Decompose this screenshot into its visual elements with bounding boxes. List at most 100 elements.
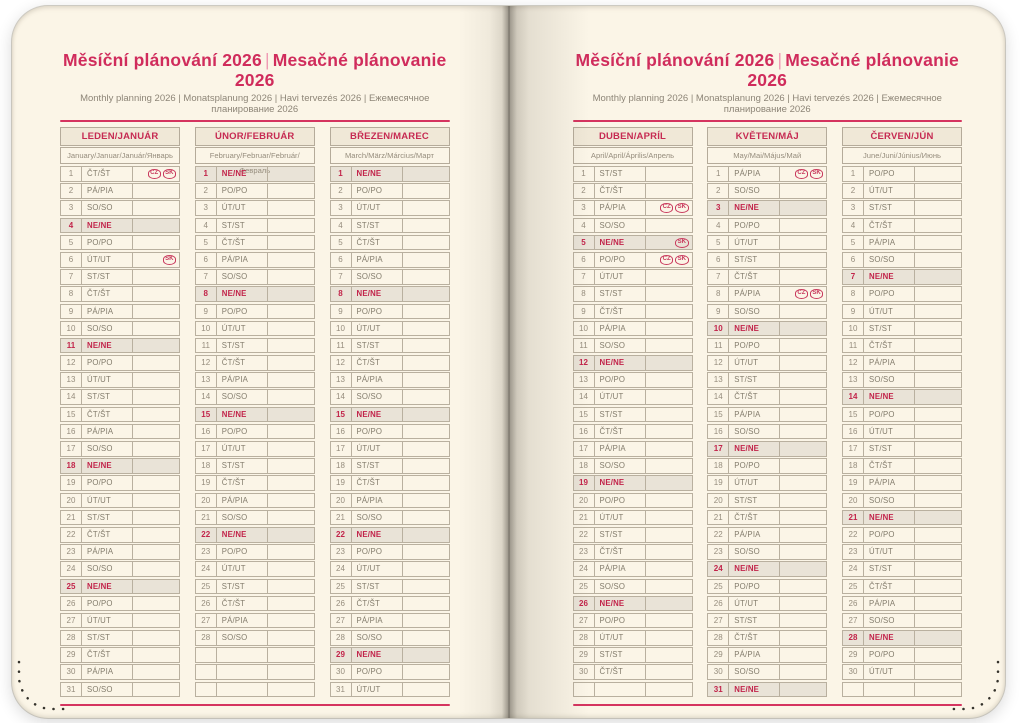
day-abbrev: PO/PO <box>352 184 403 198</box>
day-row: 18 ST/ST <box>329 458 450 474</box>
empty-row <box>194 681 315 698</box>
day-number: 5 <box>331 235 352 250</box>
day-note-cell <box>915 597 961 611</box>
day-row: 21 SO/SO <box>194 509 315 526</box>
day-number: 13 <box>708 373 730 387</box>
day-abbrev: PÁ/PIA <box>82 665 133 680</box>
day-abbrev: PO/PO <box>864 167 915 181</box>
day-abbrev: ÚT/UT <box>729 235 781 250</box>
day-abbrev: ÚT/UT <box>352 442 403 456</box>
day-number: 5 <box>574 235 595 250</box>
day-abbrev: SO/SO <box>864 493 915 508</box>
day-number: 6 <box>331 252 352 267</box>
day-number: 30 <box>574 665 595 680</box>
day-row: 31 SO/SO <box>60 681 180 698</box>
day-note-cell <box>133 201 179 215</box>
day-note-cell <box>403 305 449 319</box>
day-note-cell <box>915 614 961 628</box>
day-row: 10 PÁ/PIA <box>572 320 693 337</box>
day-number: 12 <box>708 356 730 370</box>
day-note-cell <box>780 683 826 697</box>
day-row: 14 SO/SO <box>329 389 450 406</box>
day-row: 20 SO/SO <box>842 492 962 509</box>
day-number: 15 <box>574 407 595 422</box>
day-abbrev: NE/NE <box>729 201 781 215</box>
day-note-cell: CZ SK <box>646 201 692 215</box>
empty-row <box>842 681 962 698</box>
day-number: 31 <box>708 682 730 697</box>
day-note-cell <box>403 614 449 628</box>
day-row: 28 SO/SO <box>329 630 450 646</box>
day-row: 18 SO/SO <box>572 458 693 474</box>
day-abbrev: NE/NE <box>595 476 646 490</box>
day-row: 22 NE/NE <box>194 526 315 543</box>
header-rule <box>572 120 962 122</box>
day-note-cell <box>268 494 314 508</box>
day-number: 29 <box>843 648 864 662</box>
month-name: ČERVEN/JÚN <box>842 127 962 146</box>
day-note-cell <box>915 322 961 336</box>
day-row: 20 ST/ST <box>707 492 828 509</box>
day-row: 16 SO/SO <box>707 423 828 440</box>
month-name: KVĚTEN/MÁJ <box>707 127 828 146</box>
day-number: 2 <box>574 184 595 198</box>
day-abbrev: PÁ/PIA <box>864 596 915 611</box>
day-row: 15 NE/NE <box>194 406 315 423</box>
day-abbrev: ČT/ŠT <box>595 304 646 319</box>
day-number: 7 <box>843 270 864 284</box>
day-abbrev: SO/SO <box>729 304 781 319</box>
day-note-cell <box>646 305 692 319</box>
day-row: 7 ÚT/UT <box>572 269 693 285</box>
day-note-cell <box>646 322 692 336</box>
day-row: 27 SO/SO <box>842 612 962 629</box>
day-row: 25 SO/SO <box>572 578 693 595</box>
empty-row <box>572 681 693 698</box>
day-note-cell <box>133 545 179 559</box>
day-note-cell <box>268 631 314 645</box>
day-number: 31 <box>331 682 352 697</box>
page-header-left: Měsíční plánování 2026 | Mesačné plánovani… <box>60 50 450 122</box>
day-note-cell <box>646 339 692 353</box>
day-number: 4 <box>708 218 730 233</box>
day-abbrev: ČT/ŠT <box>864 338 915 353</box>
day-note-cell <box>403 459 449 473</box>
day-note-cell <box>403 390 449 404</box>
day-abbrev: SO/SO <box>82 442 133 456</box>
day-abbrev: SO/SO <box>352 390 403 405</box>
day-number: 21 <box>331 510 352 525</box>
empty-cell <box>574 682 595 697</box>
day-row: 5 NE/NE SK <box>572 234 693 251</box>
day-note-cell <box>646 648 692 662</box>
page-title: Měsíční plánování 2026 | Mesačné plánovani… <box>60 50 450 90</box>
day-number: 8 <box>196 287 217 301</box>
month-days: 1 ČT/ŠT CZ SK 2 PÁ/PIA 3 SO/SO 4 NE/NE 5 PO/PO 6 ÚT/U… <box>60 166 180 698</box>
day-number: 9 <box>843 304 864 319</box>
day-row: 26 PO/PO <box>60 595 180 612</box>
day-row: 28 NE/NE <box>842 630 962 646</box>
day-abbrev: PO/PO <box>864 407 915 422</box>
day-number: 6 <box>708 252 730 267</box>
day-abbrev: ST/ST <box>352 459 403 473</box>
day-note-cell <box>268 562 314 576</box>
sk-holiday-badge: SK <box>675 254 689 265</box>
day-row: 21 NE/NE <box>842 509 962 526</box>
day-row: 19 PÁ/PIA <box>842 475 962 491</box>
day-row: 26 NE/NE <box>572 595 693 612</box>
day-number: 10 <box>708 321 730 336</box>
day-abbrev: NE/NE <box>595 235 646 250</box>
day-abbrev: SO/SO <box>864 252 915 267</box>
page-title: Měsíční plánování 2026 | Mesačné plánovani… <box>573 50 963 90</box>
day-abbrev: NE/NE <box>864 390 915 405</box>
day-note-cell <box>268 253 314 267</box>
day-abbrev: PÁ/PIA <box>595 321 646 336</box>
day-abbrev: ÚT/UT <box>217 201 268 215</box>
day-note-cell <box>403 270 449 284</box>
day-row: 23 ÚT/UT <box>842 544 962 560</box>
day-note-cell <box>268 545 314 559</box>
day-note-cell <box>133 459 179 473</box>
day-row: 7 ST/ST <box>60 269 180 285</box>
day-row: 22 ST/ST <box>572 526 693 543</box>
day-row: 3 ÚT/UT <box>194 200 315 216</box>
day-note-cell <box>780 356 826 370</box>
day-note-cell <box>646 562 692 576</box>
